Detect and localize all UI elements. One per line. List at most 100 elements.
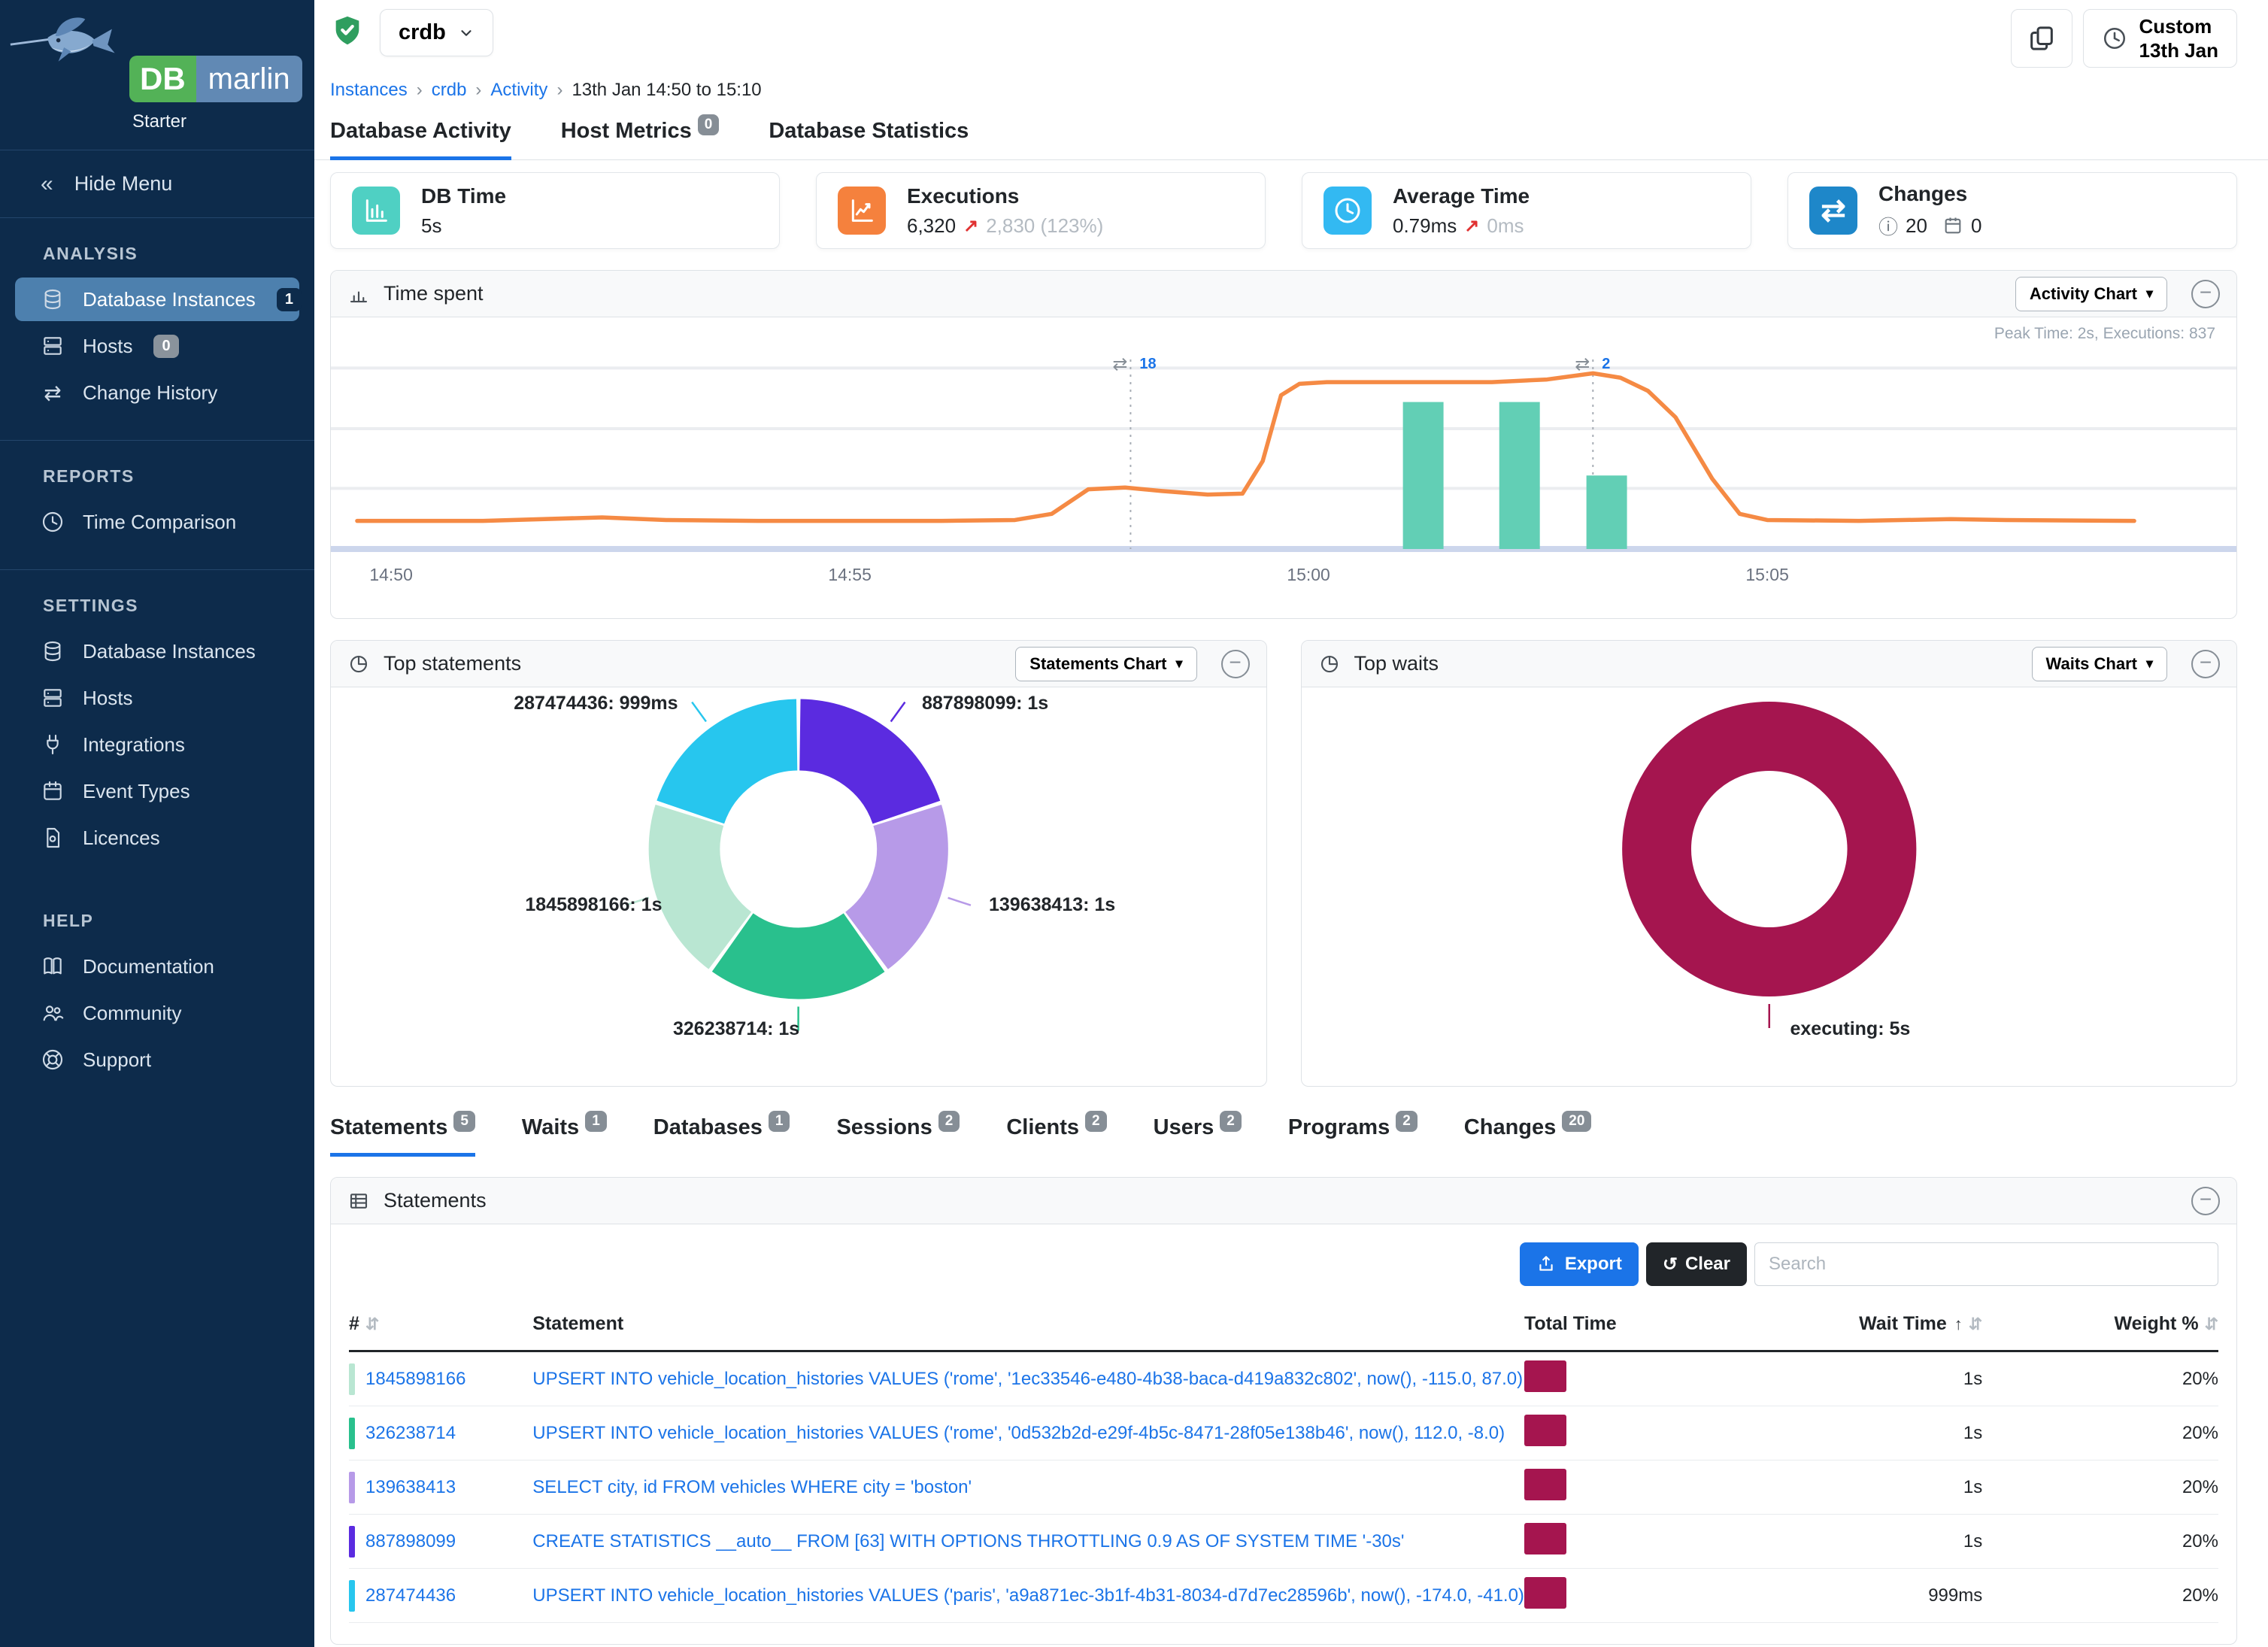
sidebar-item-label: Time Comparison [83,510,237,533]
sidebar-item-licences[interactable]: Licences [15,816,299,860]
col-header-wait-time[interactable]: Wait Time ↑ ⇵ [1763,1301,1983,1352]
col-header-weight[interactable]: Weight % ⇵ [1982,1301,2218,1352]
statements-chart-select[interactable]: Statements Chart ▾ [1015,646,1197,681]
breadcrumb-separator: › [556,80,563,100]
tab-databases[interactable]: Databases 1 [653,1111,790,1156]
statement-id-link[interactable]: 287474436 [349,1579,532,1612]
table-row: 887898099 CREATE STATISTICS __auto__ FRO… [349,1514,2218,1569]
col-header-id[interactable]: # ⇵ [349,1301,533,1352]
collapse-panel-button[interactable]: − [1220,649,1250,678]
sidebar-item-database-instances[interactable]: Database Instances 1 [15,278,302,321]
top-waits-chart[interactable]: executing: 5s [1302,687,2237,1086]
bar-chart-icon [350,290,368,302]
tab-sessions[interactable]: Sessions 2 [836,1111,960,1156]
sort-icon: ⇵ [365,1315,380,1333]
tab-label: Statements [330,1115,448,1139]
sidebar-item-support[interactable]: Support [15,1038,299,1081]
tab-changes[interactable]: Changes 20 [1464,1111,1592,1156]
breadcrumb: Instances › crdb › Activity › 13th Jan 1… [330,80,2237,101]
statement-id-link[interactable]: 139638413 [349,1471,532,1503]
edition-label: Starter [132,111,187,132]
weight-value: 20% [1982,1568,2218,1623]
statement-link[interactable]: UPSERT INTO vehicle_location_histories V… [532,1585,1524,1606]
search-input[interactable] [1754,1242,2218,1286]
tab-programs[interactable]: Programs 2 [1288,1111,1418,1156]
statement-link[interactable]: CREATE STATISTICS __auto__ FROM [63] WIT… [532,1530,1405,1551]
tab-database-statistics[interactable]: Database Statistics [769,119,969,159]
copy-link-button[interactable] [2010,9,2072,68]
statements-toolbar: Export ↺ Clear [331,1224,2236,1301]
collapse-panel-button[interactable]: − [2191,1186,2220,1215]
collapse-panel-button[interactable]: − [2191,649,2220,678]
sidebar-item-label: Event Types [83,779,190,802]
marlin-fish-icon [9,8,122,89]
tab-clients[interactable]: Clients 2 [1006,1111,1107,1156]
statement-link[interactable]: SELECT city, id FROM vehicles WHERE city… [532,1476,972,1497]
panel-title: Top waits [1354,652,1439,675]
calendar-event-icon [39,778,66,805]
activity-chart-select[interactable]: Activity Chart ▾ [2015,276,2167,311]
logo-block: DB marlin Starter [0,0,314,150]
instance-selector[interactable]: crdb [380,9,493,56]
chart-select-label: Statements Chart [1029,654,1167,673]
main-area: crdb Custom 13th Jan [314,0,2268,1647]
col-header-total-time[interactable]: Total Time [1524,1301,1763,1352]
waits-chart-select[interactable]: Waits Chart ▾ [2031,646,2167,681]
breadcrumb-activity[interactable]: Activity [490,80,548,100]
sidebar-item-label: Integrations [83,733,185,756]
dbmarlin-logo[interactable]: DB marlin [129,56,302,102]
tab-host-metrics[interactable]: Host Metrics 0 [561,114,720,159]
sidebar-item-documentation[interactable]: Documentation [15,945,299,988]
breadcrumb-crdb[interactable]: crdb [431,80,467,100]
sidebar-item-time-comparison[interactable]: Time Comparison [15,500,299,544]
collapse-panel-button[interactable]: − [2191,279,2220,308]
tab-waits[interactable]: Waits 1 [522,1111,607,1156]
series-color-bar [349,1417,355,1449]
kpi-trend-value: 2,830 (123%) [986,214,1104,237]
sidebar-item-settings-hosts[interactable]: Hosts [15,676,299,720]
hide-menu-button[interactable]: « Hide Menu [0,150,314,218]
tab-badge: 20 [1562,1111,1592,1132]
sidebar-item-hosts[interactable]: Hosts 0 [15,324,299,368]
tab-statements[interactable]: Statements 5 [330,1111,475,1157]
kpi-title: Executions [907,184,1020,208]
calendar-icon [1942,215,1963,236]
people-icon [39,999,66,1027]
topbar: crdb Custom 13th Jan [314,0,2268,101]
donut-panels-row: Top statements Statements Chart ▾ − 2874… [330,619,2237,1087]
database-icon [39,286,66,313]
chart-select-label: Waits Chart [2045,654,2137,673]
top-statements-chart[interactable]: 287474436: 999ms 887898099: 1s 184589816… [331,687,1266,1086]
export-label: Export [1564,1254,1622,1274]
col-header-statement[interactable]: Statement [532,1301,1524,1352]
time-spent-chart[interactable]: ⇄ 18 ⇄ 2 14:50 14:55 15:00 15:05 Peak Time: 2s,… [331,317,2236,618]
statement-id-link[interactable]: 1845898166 [349,1363,532,1395]
tab-users[interactable]: Users 2 [1154,1111,1242,1156]
sidebar-section-settings: SETTINGS Database Instances Hosts Integr… [0,570,314,885]
sidebar-item-label: Hosts [83,686,133,709]
swap-arrows-icon: ⇄ [1809,187,1857,235]
statement-link[interactable]: UPSERT INTO vehicle_location_histories V… [532,1368,1524,1389]
statement-id-link[interactable]: 326238714 [349,1417,532,1449]
count-badge: 0 [153,334,179,358]
statement-id-link[interactable]: 887898099 [349,1525,532,1558]
breadcrumb-instances[interactable]: Instances [330,80,408,100]
sidebar-item-settings-database-instances[interactable]: Database Instances [15,629,299,673]
sidebar-item-change-history[interactable]: ⇄ Change History [15,371,299,414]
tab-database-activity[interactable]: Database Activity [330,119,511,160]
clock-icon [1324,187,1372,235]
sidebar-item-event-types[interactable]: Event Types [15,769,299,813]
sidebar-item-community[interactable]: Community [15,991,299,1035]
sidebar-item-label: Community [83,1001,182,1024]
weight-value: 20% [1982,1351,2218,1406]
statement-link[interactable]: UPSERT INTO vehicle_location_histories V… [532,1422,1505,1443]
statements-panel-header: Statements − [331,1178,2236,1224]
tab-badge: 1 [585,1111,607,1132]
clear-button[interactable]: ↺ Clear [1645,1242,1747,1286]
time-range-button[interactable]: Custom 13th Jan [2082,9,2237,68]
chevron-down-icon [461,29,471,36]
sidebar-item-integrations[interactable]: Integrations [15,723,299,766]
export-button[interactable]: Export [1519,1242,1639,1286]
swap-arrows-icon: ⇄ [44,381,62,405]
wait-time-value: 1s [1763,1460,1983,1515]
